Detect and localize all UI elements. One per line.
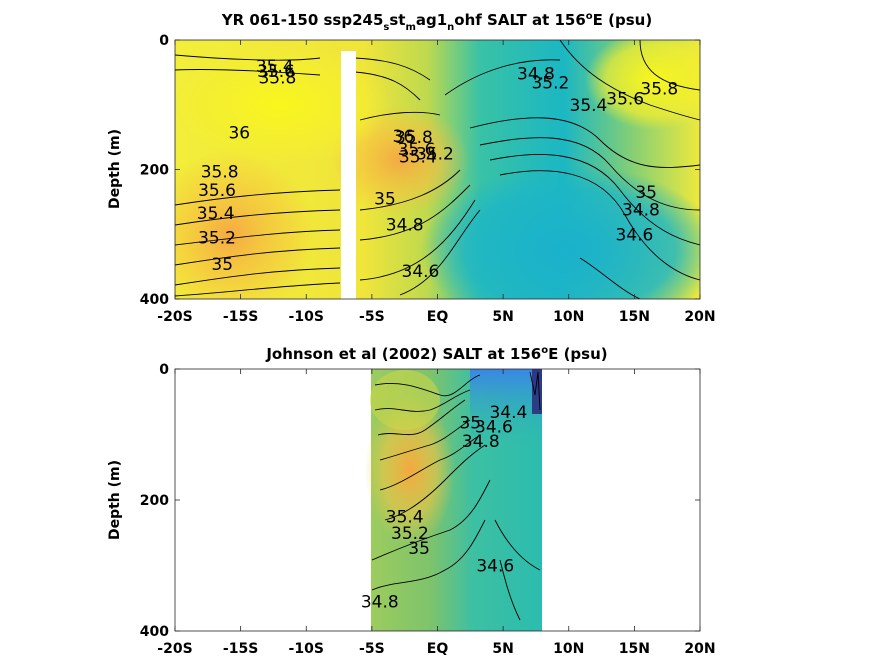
top-panel-y-axis: 0 200 400	[140, 33, 700, 308]
bottom-panel-title: Johnson et al (2002) SALT at 156oE (psu)	[265, 345, 607, 363]
contour-label: 34.8	[622, 201, 660, 221]
contour-label: 34.8	[361, 593, 399, 613]
contour-label: 35.4	[399, 148, 437, 168]
x-tick-label: EQ	[427, 309, 449, 325]
contour-label: 35.6	[257, 62, 295, 82]
contour-label: 35.6	[198, 181, 236, 201]
contour-label: 35.4	[570, 96, 608, 116]
contour-label: 35.4	[197, 204, 235, 224]
x-tick-label: 5N	[492, 309, 513, 325]
contour-label: 35.8	[395, 128, 433, 148]
contour-label: 35	[635, 183, 657, 203]
contour-label: 35.8	[258, 69, 296, 89]
contour-label: 34.8	[517, 65, 555, 85]
contour-label: 35.4	[256, 57, 294, 77]
top-panel-masked-band	[341, 51, 356, 299]
contour-label: 35.2	[531, 74, 569, 94]
y-tick-label: 0	[159, 33, 169, 49]
bottom-panel-x-axis: -20S -15S -10S -5S EQ 5N 10N 15N 20N	[157, 369, 716, 656]
contour-label: 35.6	[606, 89, 644, 109]
x-tick-label: -15S	[223, 641, 258, 656]
top-panel-x-axis: -20S -15S -10S -5S EQ 5N 10N 15N 20N	[157, 40, 716, 325]
x-tick-label: -5S	[359, 309, 385, 325]
y-tick-label: 0	[159, 362, 169, 378]
y-tick-label: 400	[140, 624, 169, 640]
contour-label: 34.6	[476, 557, 514, 577]
top-panel-contours	[175, 40, 700, 299]
top-panel-salinity-field	[175, 40, 700, 299]
x-tick-label: -10S	[289, 309, 324, 325]
contour-label: 35	[374, 190, 396, 210]
contour-label: 34.8	[462, 432, 500, 452]
x-tick-label: 20N	[684, 641, 715, 656]
contour-label: 35.8	[201, 162, 239, 182]
contour-label: 34.4	[489, 403, 527, 423]
x-tick-label: 15N	[619, 309, 650, 325]
x-tick-label: -20S	[157, 309, 192, 325]
contour-label: 36	[228, 124, 250, 144]
x-tick-label: 10N	[553, 309, 584, 325]
contour-label: 34.6	[615, 225, 653, 245]
x-tick-label: -5S	[359, 641, 385, 656]
contour-label: 35.6	[398, 140, 436, 160]
x-tick-label: -10S	[289, 641, 324, 656]
x-tick-label: -15S	[223, 309, 258, 325]
y-tick-label: 200	[140, 493, 169, 509]
y-tick-label: 400	[140, 292, 169, 308]
contour-label: 35.8	[640, 80, 678, 100]
contour-label: 34.8	[386, 216, 424, 236]
x-tick-label: 20N	[684, 309, 715, 325]
contour-label: 34.6	[475, 418, 513, 438]
y-tick-label: 200	[140, 163, 169, 179]
contour-label: 35	[211, 255, 233, 275]
contour-label: 35	[408, 539, 430, 559]
x-tick-label: 15N	[619, 641, 650, 656]
contour-label: 35.4	[386, 507, 424, 527]
contour-label: 35	[459, 414, 481, 434]
x-tick-label: 10N	[553, 641, 584, 656]
bottom-panel-contours	[371, 371, 541, 621]
contour-label: 35.2	[391, 524, 429, 544]
x-tick-label: -20S	[157, 641, 192, 656]
x-tick-label: 5N	[492, 641, 513, 656]
top-panel: YR 061-150 ssp245sstmag1nohf SALT at 156…	[107, 11, 716, 325]
bottom-panel: Johnson et al (2002) SALT at 156oE (psu)	[107, 345, 716, 656]
bottom-panel-y-axis-label: Depth (m)	[107, 460, 123, 540]
contour-label: 36	[393, 127, 415, 147]
top-panel-contour-labels: 35.435.635.83635.835.635.435.2353635.835…	[197, 57, 678, 282]
contour-label: 34.6	[402, 262, 440, 282]
contour-label: 35.2	[416, 144, 454, 164]
bottom-panel-salinity-field	[365, 369, 542, 631]
x-tick-label: EQ	[427, 641, 449, 656]
contour-label: 35.2	[198, 228, 236, 248]
top-panel-title: YR 061-150 ssp245sstmag1nohf SALT at 156…	[221, 11, 652, 33]
top-panel-y-axis-label: Depth (m)	[107, 129, 123, 209]
bottom-panel-y-axis: 0 200 400	[140, 362, 700, 640]
